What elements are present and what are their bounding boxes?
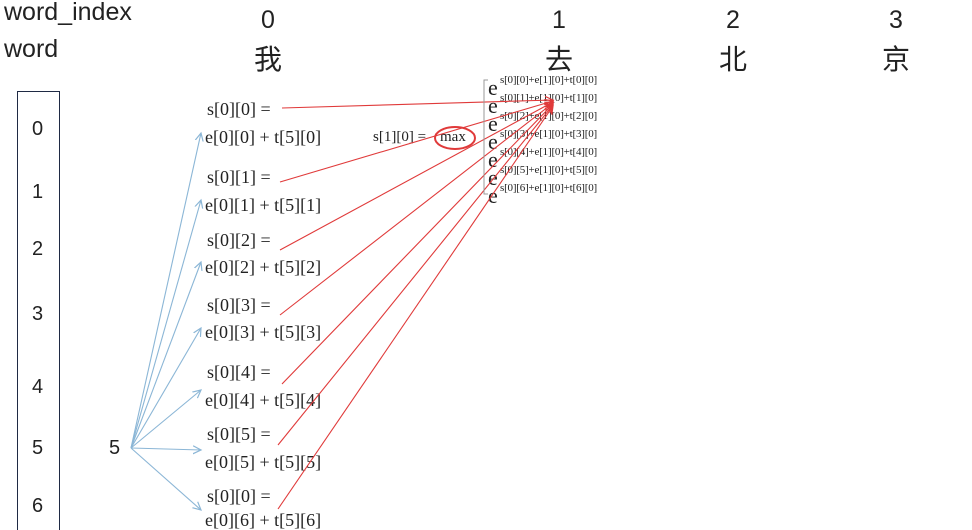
tag-5: 5 [32,437,44,459]
exp-term-6: s[0][6]+e[1][0]+t[6][0] [500,182,597,194]
tag-6: 6 [32,495,44,517]
word-label: word [4,35,59,63]
column-word-0: 我 [254,43,283,76]
tag-3: 3 [32,303,44,325]
score-arrows [277,100,553,510]
blue-arrow-6 [130,447,201,510]
column-index-2: 2 [726,6,740,34]
red-arrow-0 [281,100,553,109]
blue-arrow-2 [130,262,201,449]
blue-arrow-4 [130,390,201,449]
tag-2: 2 [32,238,44,260]
score-rhs-2: e[0][2] + t[5][2] [205,257,322,277]
red-arrow-5 [277,105,553,446]
score-rhs-1: e[0][1] + t[5][1] [205,195,322,215]
score-lhs-2: s[0][2] = [207,230,271,250]
source-arrows [130,133,201,510]
column-word-1: 去 [545,43,574,76]
exp-bracket [483,79,488,195]
exp-term-0: s[0][0]+e[1][0]+t[0][0] [500,74,597,86]
score-lhs-6: s[0][0] = [207,486,271,506]
column-word-3: 京 [882,43,911,76]
score-lhs-0: s[0][0] = [207,99,271,119]
max-expression-lhs: s[1][0] = [373,129,427,145]
exp-base-2: e [488,111,498,136]
blue-arrow-1 [130,200,201,449]
column-index-3: 3 [889,6,903,34]
exp-term-3: s[0][3]+e[1][0]+t[3][0] [500,128,597,140]
max-highlight-ellipse [434,126,476,150]
red-arrow-2 [279,102,553,251]
column-word-2: 北 [719,43,748,76]
red-arrow-1 [279,101,553,183]
exp-base-1: e [488,93,498,118]
red-arrow-3 [279,103,553,316]
score-lhs-3: s[0][3] = [207,295,271,315]
score-lhs-1: s[0][1] = [207,167,271,187]
exp-term-2: s[0][2]+e[1][0]+t[2][0] [500,110,597,122]
score-rhs-0: e[0][0] + t[5][0] [205,127,322,147]
exp-base-3: e [488,129,498,154]
blue-arrow-0 [130,133,201,449]
column-index-1: 1 [552,6,566,34]
exp-base-4: e [488,147,498,172]
score-rhs-5: e[0][5] + t[5][5] [205,452,322,472]
red-arrow-6 [277,106,553,510]
tag-0: 0 [32,118,44,140]
score-rhs-4: e[0][4] + t[5][4] [205,390,322,410]
score-rhs-3: e[0][3] + t[5][3] [205,322,322,342]
tag-4: 4 [32,376,44,398]
score-rhs-6: e[0][6] + t[5][6] [205,510,322,530]
column-index-0: 0 [261,6,275,34]
blue-arrow-5 [130,448,201,450]
score-lhs-5: s[0][5] = [207,424,271,444]
exp-term-5: s[0][5]+e[1][0]+t[5][0] [500,164,597,176]
exp-base-6: e [488,183,498,208]
tag-1: 1 [32,181,44,203]
red-arrow-4 [281,104,553,385]
exp-base-5: e [488,165,498,190]
blue-arrow-3 [130,328,201,449]
word-index-label: word_index [4,0,132,26]
source-tag: 5 [109,437,121,459]
tag-list-box [17,91,60,530]
exp-base-0: e [488,75,498,100]
score-lhs-4: s[0][4] = [207,362,271,382]
